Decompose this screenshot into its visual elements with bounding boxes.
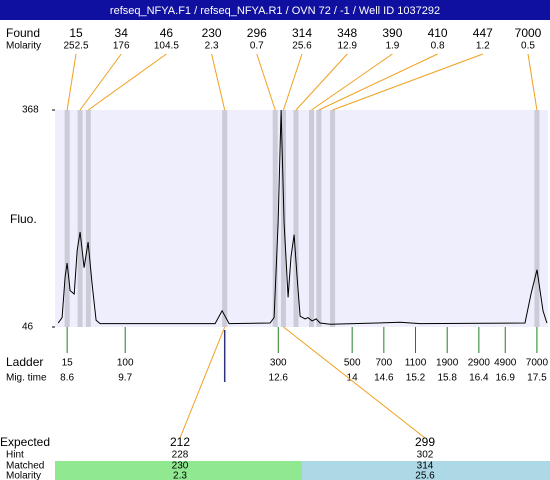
found-molarity: 25.6 — [292, 41, 312, 52]
expected-connector — [283, 326, 426, 439]
ladder-time: 9.7 — [118, 373, 132, 384]
trace — [57, 109, 548, 325]
found-molarity: 1.2 — [476, 41, 490, 52]
ladder-time: 12.6 — [269, 373, 289, 384]
found-label: Found — [6, 26, 40, 40]
ladder-time: 8.6 — [60, 373, 74, 384]
found-molarity: 104.5 — [154, 41, 179, 52]
peak-connector — [295, 53, 348, 111]
peak-band — [534, 110, 540, 327]
hint-value: 228 — [172, 450, 189, 461]
ladder-time: 16.4 — [469, 373, 489, 384]
found-size: 296 — [247, 26, 267, 40]
ladder-size: 700 — [375, 358, 392, 369]
found-size: 390 — [382, 26, 402, 40]
ladder-time: 14.6 — [374, 373, 394, 384]
found-size: 348 — [337, 26, 357, 40]
found-size: 447 — [473, 26, 493, 40]
found-size: 314 — [292, 26, 312, 40]
peak-connector — [282, 53, 303, 111]
chart-title: refseq_NFYA.F1 / refseq_NFYA.R1 / OVN 72… — [110, 5, 440, 17]
ladder-size: 2900 — [468, 358, 491, 369]
found-size: 46 — [160, 26, 174, 40]
hint-value: 302 — [417, 450, 434, 461]
ladder-time: 15.8 — [437, 373, 457, 384]
y-tick-label: 368 — [22, 105, 39, 116]
ladder-time: 17.5 — [527, 373, 547, 384]
ladder-size: 7000 — [526, 358, 549, 369]
ladder-size: 100 — [117, 358, 134, 369]
plot-area — [55, 110, 548, 327]
found-size: 15 — [69, 26, 83, 40]
ladder-label: Ladder — [6, 355, 43, 369]
found-size: 34 — [115, 26, 129, 40]
found-size: 7000 — [515, 26, 542, 40]
peak-connector — [256, 53, 276, 111]
expected-connector — [179, 326, 226, 439]
matched-value: 230 — [172, 461, 189, 472]
found-size: 230 — [202, 26, 222, 40]
y-tick-label: 46 — [22, 322, 34, 333]
hint-label: Hint — [6, 450, 24, 461]
found-molarity: 1.9 — [385, 41, 399, 52]
peak-band — [280, 110, 286, 327]
ladder-time: 15.2 — [406, 373, 426, 384]
found-molarity: 2.3 — [205, 41, 219, 52]
ladder-size: 4900 — [494, 358, 517, 369]
ladder-size: 15 — [62, 358, 74, 369]
peak-connector — [332, 53, 483, 111]
found-molarity-label: Molarity — [6, 41, 41, 52]
matched-value: 314 — [417, 461, 434, 472]
peak-band — [85, 110, 91, 327]
ladder-size: 1900 — [436, 358, 459, 369]
peak-band — [272, 110, 278, 327]
peak-band — [330, 110, 336, 327]
peak-band — [222, 110, 228, 327]
y-axis-label: Fluo. — [10, 212, 37, 226]
peak-connector — [211, 53, 226, 111]
peak-connector — [88, 53, 167, 111]
peak-connector — [527, 53, 538, 111]
ladder-size: 1100 — [405, 358, 427, 369]
peak-band — [77, 110, 83, 327]
molarity-label: Molarity — [6, 471, 41, 480]
peak-band — [316, 110, 322, 327]
expected-size: 212 — [170, 435, 190, 449]
matched-bg — [302, 461, 550, 480]
ladder-size: 300 — [270, 358, 287, 369]
peak-band — [293, 110, 299, 327]
found-molarity: 0.8 — [431, 41, 445, 52]
matched-molarity: 2.3 — [173, 471, 187, 480]
peak-connector — [311, 53, 393, 111]
ladder-time: 14 — [347, 373, 359, 384]
ladder-time: 16.9 — [496, 373, 516, 384]
expected-size: 299 — [415, 435, 435, 449]
ladder-size: 500 — [344, 358, 361, 369]
found-molarity: 252.5 — [63, 41, 88, 52]
title-bar — [0, 0, 550, 20]
matched-bg — [55, 461, 302, 480]
found-molarity: 12.9 — [337, 41, 357, 52]
found-molarity: 0.7 — [250, 41, 264, 52]
matched-label: Matched — [6, 461, 44, 472]
peak-connector — [318, 53, 438, 111]
found-size: 410 — [428, 26, 448, 40]
found-molarity: 0.5 — [521, 41, 535, 52]
peak-band — [64, 110, 70, 327]
peak-connector — [79, 53, 122, 111]
peak-band — [309, 110, 315, 327]
peak-connector — [66, 53, 77, 111]
expected-label: Expected — [0, 435, 50, 449]
ladder-time-label: Mig. time — [6, 373, 47, 384]
found-molarity: 176 — [113, 41, 130, 52]
matched-molarity: 25.6 — [415, 471, 435, 480]
